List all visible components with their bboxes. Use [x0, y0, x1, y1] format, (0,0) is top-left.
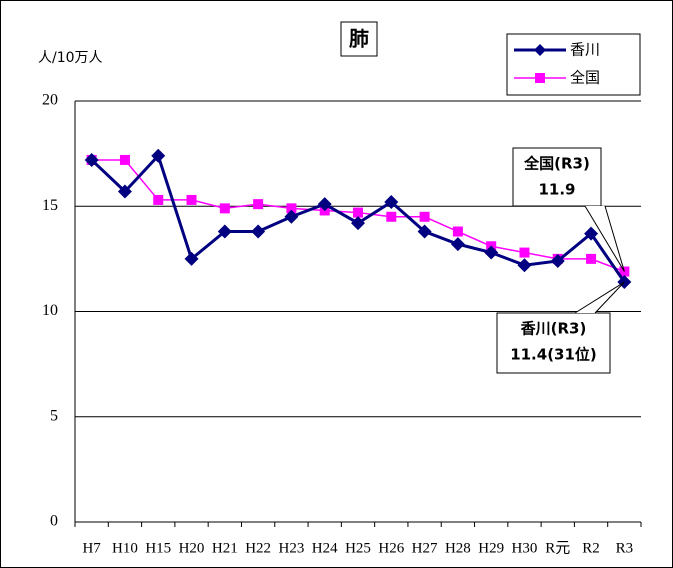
point: [353, 207, 363, 218]
point: [286, 203, 297, 214]
point: [484, 245, 499, 260]
x-tick-label: H10: [112, 540, 138, 556]
point: [117, 184, 132, 199]
point: [184, 251, 199, 266]
x-tick-label: H22: [245, 540, 271, 556]
x-tick-label: R2: [582, 540, 600, 556]
x-tick-label: H25: [345, 540, 371, 556]
legend-box: [506, 33, 641, 96]
x-tick-label: H20: [179, 540, 205, 556]
point: [284, 209, 299, 224]
callout-pointer: [574, 281, 625, 314]
x-tick-label: H29: [478, 540, 504, 556]
point: [186, 194, 197, 205]
callout-text: 11.9: [538, 181, 575, 199]
point: [419, 211, 430, 222]
point: [450, 237, 465, 252]
x-tick-label: H23: [278, 540, 304, 556]
point: [586, 253, 597, 264]
legend-marker: [534, 44, 546, 56]
x-tick-label: H24: [312, 540, 338, 556]
x-tick-label: H27: [412, 540, 438, 556]
x-tick-label: H21: [212, 540, 238, 556]
callout-text: 11.4(31位): [510, 346, 597, 364]
point: [384, 195, 399, 210]
point: [251, 224, 266, 239]
point: [119, 154, 130, 165]
point: [517, 258, 532, 273]
point: [153, 194, 164, 205]
legend-marker: [535, 73, 545, 83]
point: [584, 226, 599, 241]
point: [519, 247, 530, 258]
point: [219, 203, 230, 214]
callout-pointer: [584, 205, 625, 272]
chart-title: 肺: [349, 27, 369, 51]
x-tick-label: R3: [616, 540, 634, 556]
point: [253, 199, 264, 210]
point: [351, 216, 365, 231]
x-tick-label: H26: [378, 540, 404, 556]
callout: [496, 312, 611, 374]
point: [452, 226, 463, 237]
x-tick-label: H30: [512, 540, 538, 556]
point: [550, 253, 565, 268]
legend-label: 香川: [570, 41, 600, 59]
y-tick-label: 0: [50, 513, 58, 530]
legend-label: 全国: [570, 69, 600, 87]
point: [151, 148, 166, 163]
callout-label: 香川(R3): [521, 320, 587, 338]
y-axis-label: 人/10万人: [38, 50, 103, 66]
x-tick-label: H7: [82, 540, 101, 556]
callout-label: 全国(R3): [523, 155, 590, 173]
x-tick-label: H15: [145, 540, 171, 556]
point: [417, 224, 432, 239]
x-tick-label: R元: [545, 540, 570, 556]
y-tick-label: 15: [42, 197, 58, 214]
point: [317, 197, 332, 212]
title-box: [340, 21, 378, 57]
y-tick-label: 10: [42, 302, 58, 319]
point: [386, 211, 397, 222]
point: [84, 152, 99, 167]
x-tick-label: H28: [445, 540, 471, 556]
point: [217, 224, 232, 239]
y-tick-label: 5: [50, 407, 58, 424]
y-tick-label: 20: [42, 92, 58, 109]
